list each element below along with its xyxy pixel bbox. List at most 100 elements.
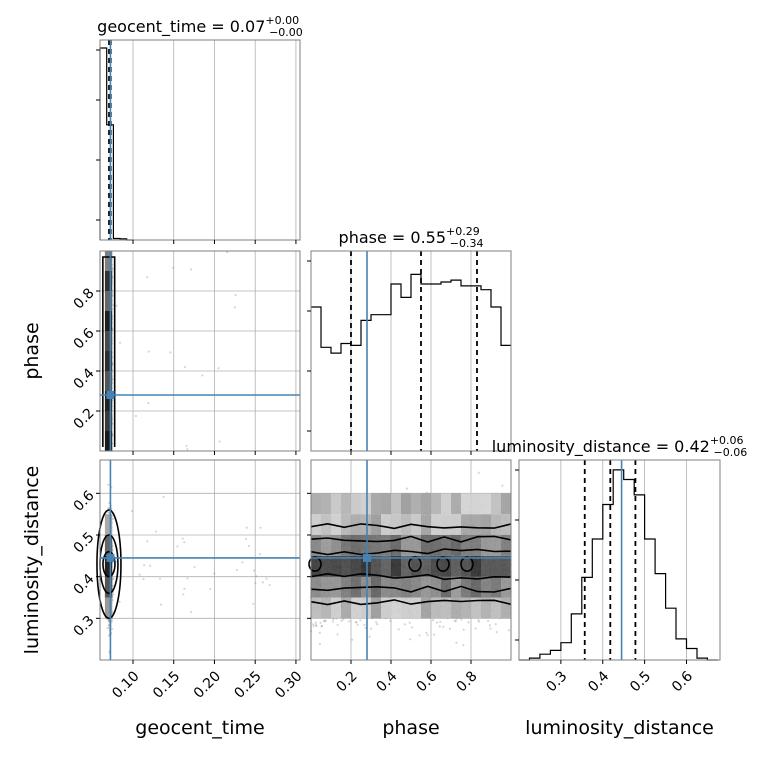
sample-point (183, 587, 186, 590)
density-cell (351, 597, 361, 619)
sample-point (106, 511, 109, 514)
x-tick-label: 0.4 (374, 668, 401, 695)
sample-point (356, 623, 359, 626)
sample-point (241, 561, 244, 564)
density-cell (104, 311, 113, 331)
sample-point (331, 620, 335, 623)
density-cell (381, 514, 391, 535)
sample-point (265, 577, 268, 580)
density-cell (401, 597, 411, 619)
density-cell (451, 555, 461, 577)
sample-point (252, 569, 256, 572)
sample-point (432, 619, 435, 622)
density-cell (401, 576, 411, 598)
sample-point (134, 414, 137, 418)
sample-point (477, 471, 480, 474)
density-cell (461, 576, 471, 598)
panel-frame-geocent_time (99, 39, 301, 241)
sample-point (111, 627, 114, 631)
density-cell (501, 555, 511, 577)
sample-point (245, 526, 248, 529)
sample-point (201, 374, 204, 377)
density-cell (431, 514, 441, 535)
density-cell (321, 576, 331, 598)
truth-marker (363, 553, 371, 562)
y-axis-label-phase: phase (21, 322, 43, 379)
sample-point (118, 600, 121, 603)
sample-point (319, 621, 322, 624)
density-cell (104, 535, 113, 556)
density-cell (391, 535, 401, 556)
title-minus-error: −0.06 (714, 446, 748, 459)
panel-frame-luminosity_distance-vs-phase (310, 459, 512, 661)
sample-point (176, 545, 179, 548)
sample-point (409, 638, 412, 641)
sample-point (209, 588, 212, 591)
density-cell (391, 514, 401, 535)
title-plus-error: +0.06 (710, 434, 744, 447)
sample-point (107, 619, 111, 622)
title-minus-error: −0.00 (269, 26, 303, 39)
density-cell (311, 555, 321, 577)
density-cell (104, 391, 113, 411)
density-cell (104, 411, 113, 431)
density-cell (401, 493, 411, 515)
truth-marker (106, 553, 115, 562)
density-cell (481, 535, 491, 556)
density-cell (311, 493, 321, 515)
sample-point (217, 367, 220, 370)
density-cell (471, 514, 481, 535)
density-cell (451, 576, 461, 598)
x-tick-label: 0.5 (627, 668, 654, 695)
sample-point (107, 634, 111, 638)
sample-point (112, 577, 115, 580)
density-cell (381, 493, 391, 515)
sample-point (259, 526, 262, 529)
title-minus-error: −0.34 (450, 237, 484, 250)
sample-point (147, 350, 150, 353)
sample-point (111, 268, 114, 271)
density-cell (421, 493, 431, 515)
density-cell (491, 597, 501, 619)
scatter-points-luminosity_distance-vs-geocent_time (104, 483, 271, 655)
density-cell (481, 597, 491, 619)
density-cell (491, 493, 501, 515)
sample-point (234, 293, 237, 297)
y-tick-label: 0.6 (71, 325, 98, 352)
panel-frame-luminosity_distance-vs-geocent_time (99, 459, 301, 661)
density-cell (104, 251, 113, 271)
density-cell (471, 493, 481, 515)
contour-level-2-lower (310, 585, 512, 593)
x-tick-label: 0.15 (150, 668, 183, 701)
density-cell (431, 493, 441, 515)
density-cell (461, 514, 471, 535)
density-cell (361, 535, 371, 556)
sample-point (169, 351, 172, 354)
sample-point (389, 619, 392, 623)
density-cell (104, 371, 113, 391)
sample-point (320, 624, 324, 628)
grid-luminosity_distance (560, 460, 687, 660)
density-cell (411, 597, 421, 619)
sample-point (314, 621, 317, 624)
sample-point (397, 628, 400, 631)
sample-point (462, 644, 465, 647)
density-cell (331, 555, 341, 577)
sample-point (439, 620, 442, 624)
sample-point (159, 603, 163, 606)
density-cell (311, 535, 321, 556)
sample-point (258, 552, 261, 556)
panel-frame-phase-vs-geocent_time (99, 250, 301, 452)
density-cell (321, 597, 331, 619)
density-cell (431, 597, 441, 619)
density-cell (471, 535, 481, 556)
sample-point (112, 577, 115, 581)
density-cell (441, 535, 451, 556)
sample-point (193, 565, 196, 569)
contour-level-2-upper (310, 535, 512, 543)
contour-level-3-lower (310, 572, 512, 581)
density-cell (371, 555, 381, 577)
title-plus-error: +0.00 (265, 14, 299, 27)
density-cell (431, 576, 441, 598)
density-cell (331, 535, 341, 556)
